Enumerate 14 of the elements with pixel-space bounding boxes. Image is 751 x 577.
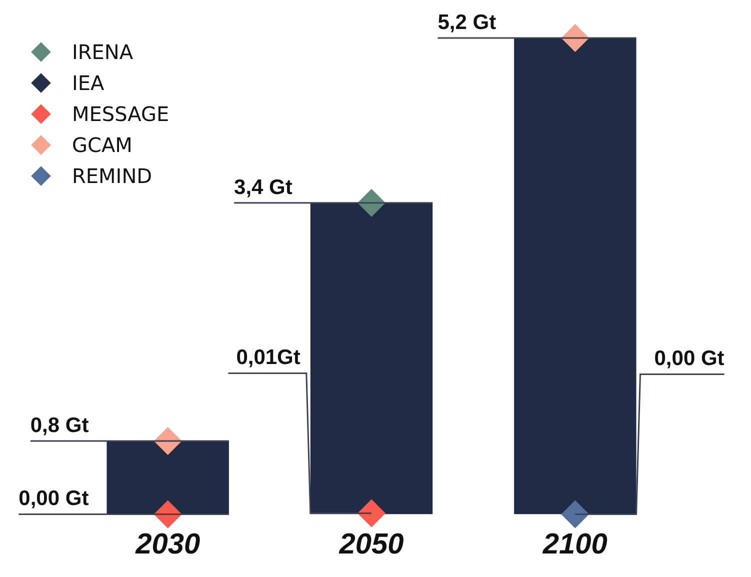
x-tick-label: 2030 — [134, 528, 200, 561]
legend-label: IRENA — [72, 40, 134, 64]
data-label: 0,8 Gt — [30, 414, 89, 438]
legend-label: REMIND — [72, 164, 152, 188]
data-label: 0,00 Gt — [18, 487, 89, 512]
x-tick-label: 2050 — [338, 528, 404, 561]
legend-label: MESSAGE — [72, 102, 170, 126]
legend-label: IEA — [72, 70, 104, 94]
data-label: 0,00 Gt — [654, 347, 724, 372]
data-label: 5,2 Gt — [438, 11, 496, 35]
data-label: 3,4 Gt — [234, 176, 292, 200]
data-label: 0,01Gt — [236, 346, 300, 370]
legend-label: GCAM — [72, 132, 132, 156]
x-tick-label: 2100 — [542, 528, 608, 561]
